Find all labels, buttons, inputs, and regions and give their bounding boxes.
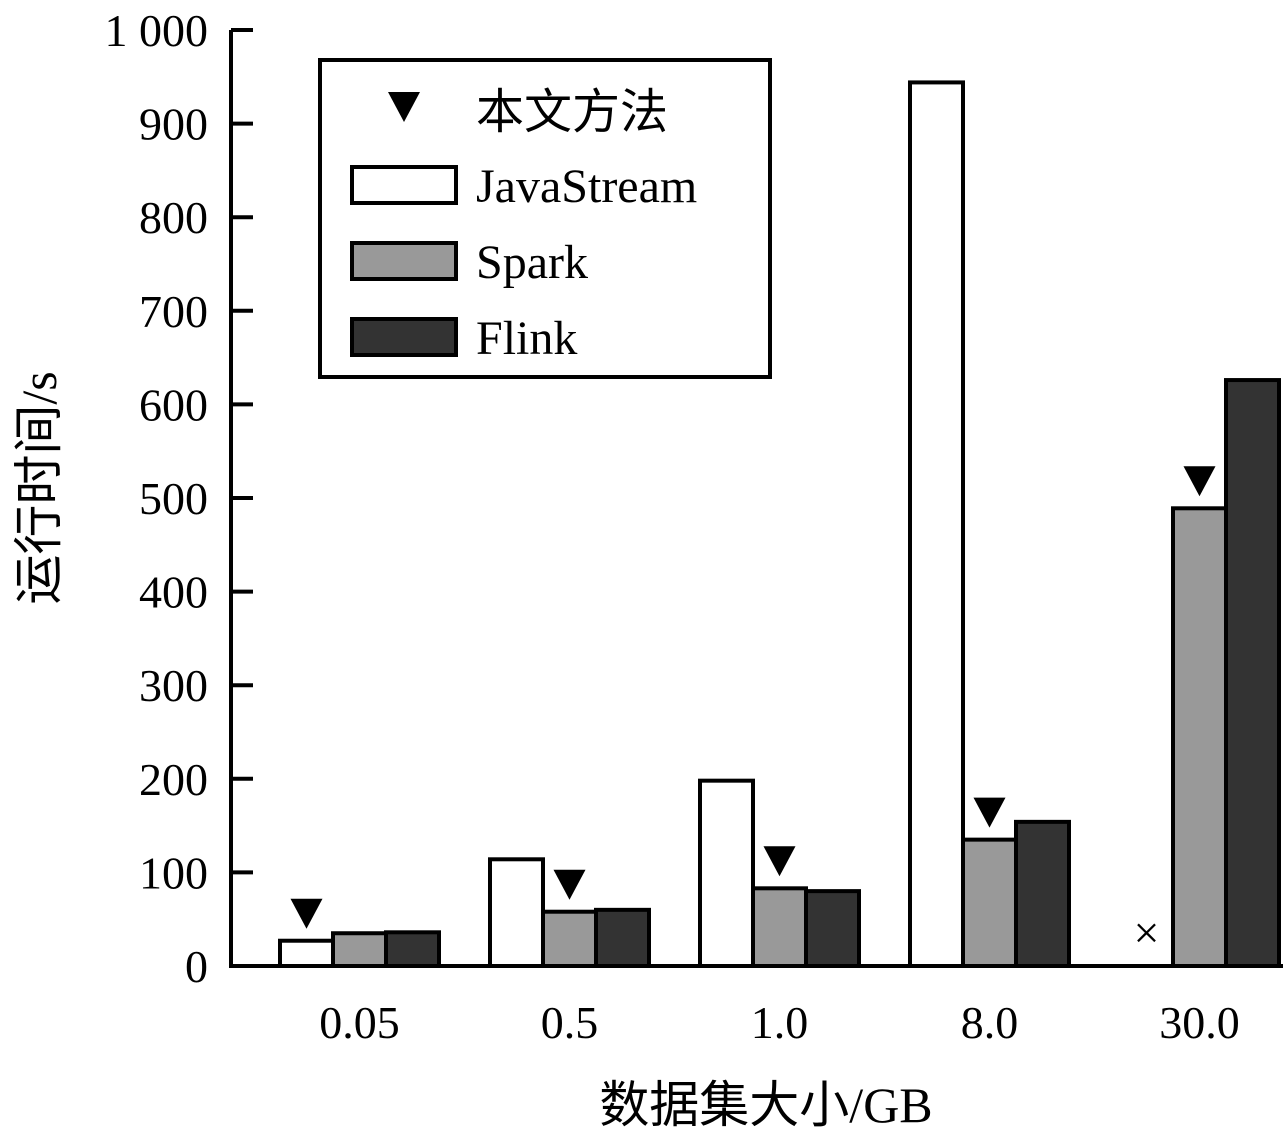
y-tick-label: 800 bbox=[139, 192, 208, 243]
bar-spark bbox=[751, 886, 808, 969]
legend-items: 本文方法 JavaStream Spark Flink bbox=[350, 86, 697, 365]
best-method-marker bbox=[763, 846, 796, 877]
legend-swatch-javastream bbox=[350, 165, 458, 205]
bar-javastream bbox=[278, 938, 335, 969]
legend-swatch-flink bbox=[350, 317, 458, 357]
bar-spark bbox=[961, 837, 1018, 969]
bar-spark bbox=[331, 931, 388, 968]
bars-layer bbox=[278, 80, 1281, 969]
legend-marker-icon bbox=[388, 92, 420, 122]
y-tick-label: 1 000 bbox=[105, 5, 209, 56]
x-ticks-layer: 0.05 0.5 1.0 8.0 30.0 bbox=[319, 997, 1240, 1048]
bar-flink bbox=[1224, 378, 1281, 968]
legend-label-javastream: JavaStream bbox=[476, 160, 697, 213]
y-tick-label: 100 bbox=[139, 847, 208, 898]
legend-label-spark: Spark bbox=[476, 236, 588, 289]
y-tick-label: 200 bbox=[139, 754, 208, 805]
best-method-marker bbox=[1183, 466, 1216, 497]
x-tick-label: 30.0 bbox=[1159, 997, 1240, 1048]
x-tick-label: 1.0 bbox=[751, 997, 809, 1048]
best-method-marker bbox=[553, 869, 586, 900]
x-tick-label: 0.5 bbox=[541, 997, 599, 1048]
legend-label-flink: Flink bbox=[476, 312, 577, 365]
legend-label-marker: 本文方法 bbox=[476, 86, 668, 139]
y-tick-label: 600 bbox=[139, 379, 208, 430]
bar-flink bbox=[804, 889, 861, 968]
y-tick-label: 500 bbox=[139, 473, 208, 524]
legend: 本文方法 JavaStream Spark Flink bbox=[318, 58, 772, 379]
bar-spark bbox=[541, 909, 598, 968]
x-tick-label: 8.0 bbox=[961, 997, 1019, 1048]
y-tick-label: 400 bbox=[139, 567, 208, 618]
x-tick-label: 0.05 bbox=[319, 997, 400, 1048]
bar-flink bbox=[384, 930, 441, 969]
best-method-marker bbox=[973, 797, 1006, 828]
bar-spark bbox=[1171, 506, 1228, 968]
missing-value-marker: × bbox=[1134, 907, 1160, 958]
y-tick-label: 900 bbox=[139, 99, 208, 150]
y-axis-title: 运行时间/s bbox=[11, 371, 67, 604]
bar-javastream bbox=[488, 857, 545, 969]
y-tick-label: 0 bbox=[185, 941, 208, 992]
bar-javastream bbox=[908, 80, 965, 968]
bar-flink bbox=[1014, 819, 1071, 969]
y-ticks-layer: 0 100 200 300 400 500 600 700 800 900 1 000 bbox=[105, 5, 253, 992]
legend-swatch-spark bbox=[350, 241, 458, 281]
x-axis-title: 数据集大小/GB bbox=[599, 1077, 932, 1133]
bar-javastream bbox=[698, 778, 755, 968]
best-method-marker bbox=[290, 898, 323, 929]
markers-layer: × bbox=[290, 466, 1216, 958]
y-tick-label: 700 bbox=[139, 286, 208, 337]
y-tick-label: 300 bbox=[139, 660, 208, 711]
bar-flink bbox=[594, 907, 651, 969]
